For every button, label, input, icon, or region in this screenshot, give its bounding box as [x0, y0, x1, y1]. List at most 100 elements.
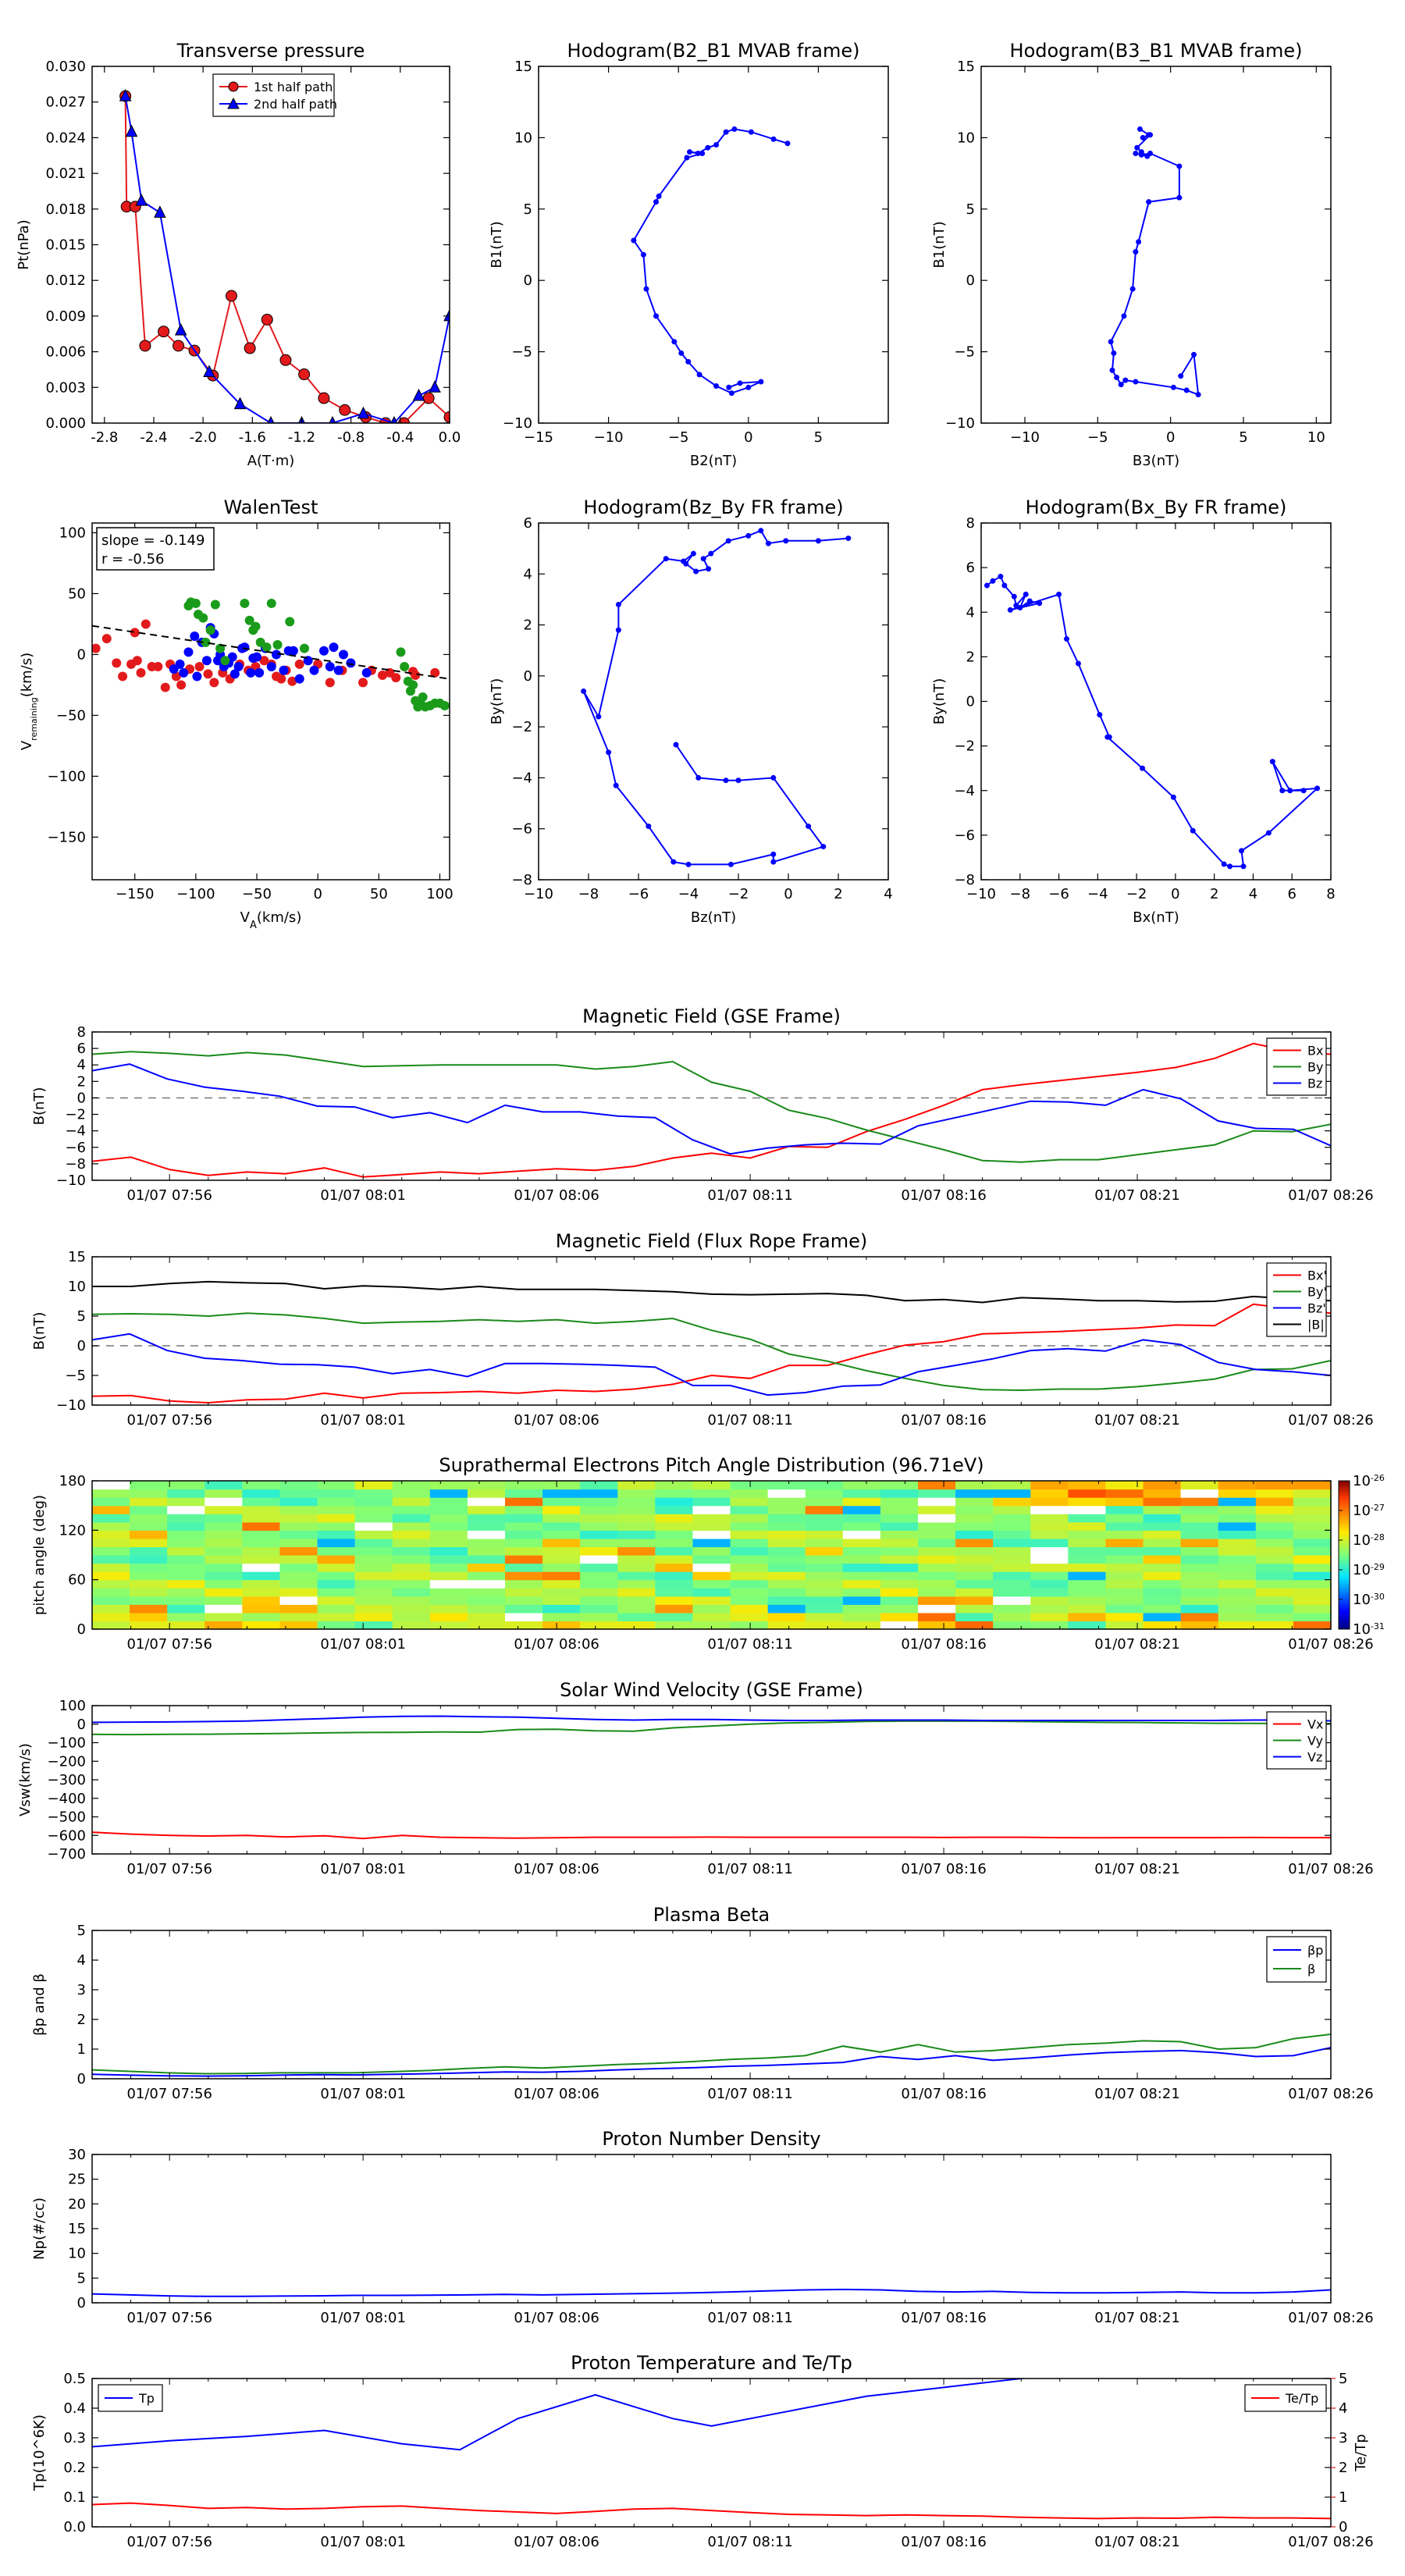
heatmap-cell — [1255, 1571, 1294, 1581]
heatmap-cell — [842, 1489, 881, 1498]
heatmap-cell — [1143, 1579, 1182, 1589]
y-tick-label: −8 — [511, 872, 532, 888]
y-right-tick-label: 5 — [1339, 2371, 1347, 2387]
heatmap-cell — [918, 1497, 956, 1507]
heatmap-cell — [617, 1621, 656, 1630]
heatmap-cell — [1218, 1514, 1257, 1523]
heatmap-cell — [805, 1481, 844, 1490]
heatmap-cell — [130, 1546, 168, 1556]
heatmap-cell — [655, 1489, 694, 1498]
heatmap-cell — [542, 1538, 581, 1548]
legend-label: |B| — [1307, 1318, 1325, 1332]
heatmap-cell — [542, 1621, 581, 1630]
data-point — [1108, 339, 1114, 345]
heatmap-cell — [580, 1604, 618, 1614]
heatmap-cell — [692, 1579, 731, 1589]
heatmap-cell — [767, 1588, 806, 1597]
colorbar-tick-base: 10 — [1353, 1473, 1371, 1489]
heatmap-cell — [1180, 1588, 1219, 1597]
heatmap-cell — [1030, 1555, 1069, 1564]
heatmap-cell — [993, 1497, 1031, 1507]
heatmap-cell — [880, 1481, 919, 1490]
heatmap-cell — [1143, 1621, 1182, 1630]
data-point — [640, 251, 646, 258]
data-point — [339, 404, 351, 416]
heatmap-cell — [918, 1530, 956, 1539]
heatmap-cell — [429, 1521, 468, 1531]
y-tick-label: 15 — [68, 2221, 86, 2237]
heatmap-cell — [505, 1489, 543, 1498]
data-point — [670, 859, 677, 865]
data-point — [695, 151, 701, 157]
y-tick-label: −6 — [65, 1140, 86, 1156]
heatmap-cell — [1068, 1481, 1107, 1490]
data-point — [1017, 605, 1023, 611]
data-point — [287, 676, 297, 686]
x-tick-label: 0 — [1171, 886, 1179, 902]
data-point — [391, 673, 401, 683]
heatmap-cell — [205, 1489, 243, 1498]
heatmap-cell — [1030, 1596, 1069, 1605]
heatmap-cell — [805, 1514, 844, 1523]
heatmap-cell — [580, 1571, 618, 1581]
data-point — [154, 205, 166, 218]
y-tick-label: 0.3 — [63, 2430, 86, 2446]
annotation-text: slope = -0.149 — [101, 532, 205, 549]
series-0 — [581, 528, 852, 867]
heatmap-cell — [655, 1604, 694, 1614]
data-point — [758, 379, 764, 385]
legend-label: Vx — [1307, 1717, 1323, 1732]
heatmap-cell — [805, 1497, 844, 1507]
fit-line — [92, 624, 450, 680]
heatmap-cell — [1105, 1555, 1144, 1564]
colorbar-tick-label: 10-30 — [1353, 1592, 1385, 1609]
data-point — [173, 340, 185, 352]
legend-label: 2nd half path — [254, 97, 337, 112]
heatmap-cell — [617, 1497, 656, 1507]
series-Bx — [92, 1042, 1331, 1178]
heatmap-cell — [617, 1563, 656, 1572]
data-point — [1138, 151, 1144, 158]
annotation-text: r = -0.56 — [101, 551, 165, 568]
heatmap-cell — [1143, 1612, 1182, 1622]
heatmap-cell — [1105, 1563, 1144, 1572]
data-point — [663, 556, 669, 562]
data-point — [690, 550, 696, 557]
heatmap-cell — [805, 1596, 844, 1605]
heatmap-cell — [1143, 1530, 1182, 1539]
heatmap-cell — [429, 1538, 468, 1548]
x-tick-label: 01/07 08:06 — [514, 1412, 599, 1429]
x-tick-label: 01/07 08:21 — [1094, 2086, 1179, 2102]
y-tick-label: 15 — [514, 59, 532, 75]
data-point — [325, 678, 335, 688]
heatmap-cell — [392, 1521, 431, 1531]
heatmap-cell — [1255, 1604, 1294, 1614]
x-tick-label: −50 — [242, 886, 272, 902]
heatmap-cell — [655, 1588, 694, 1597]
data-point — [990, 578, 996, 584]
heatmap-cell — [242, 1596, 281, 1605]
x-tick-label: 0.0 — [439, 429, 461, 446]
y-tick-label: 10 — [957, 130, 975, 146]
series-β — [92, 2033, 1331, 2075]
heatmap-cell — [92, 1481, 130, 1490]
data-point — [784, 141, 791, 147]
heatmap-cell — [279, 1538, 318, 1548]
chart-title: Suprathermal Electrons Pitch Angle Distr… — [439, 1454, 984, 1476]
x-tick-label: 8 — [1326, 886, 1335, 902]
heatmap-cell — [955, 1621, 994, 1630]
data-point — [318, 646, 329, 656]
x-tick-label: 01/07 08:26 — [1288, 1861, 1373, 1877]
heatmap-cell — [617, 1505, 656, 1514]
heatmap-cell — [993, 1588, 1031, 1597]
heatmap-cell — [617, 1514, 656, 1523]
y-tick-label: 4 — [966, 604, 975, 621]
heatmap-cell — [617, 1571, 656, 1581]
heatmap-cell — [617, 1530, 656, 1539]
data-point — [132, 656, 142, 666]
data-point — [845, 535, 852, 542]
heatmap-cell — [205, 1530, 243, 1539]
y-tick-label: −5 — [65, 1368, 86, 1384]
y-tick-label: 6 — [524, 515, 532, 532]
